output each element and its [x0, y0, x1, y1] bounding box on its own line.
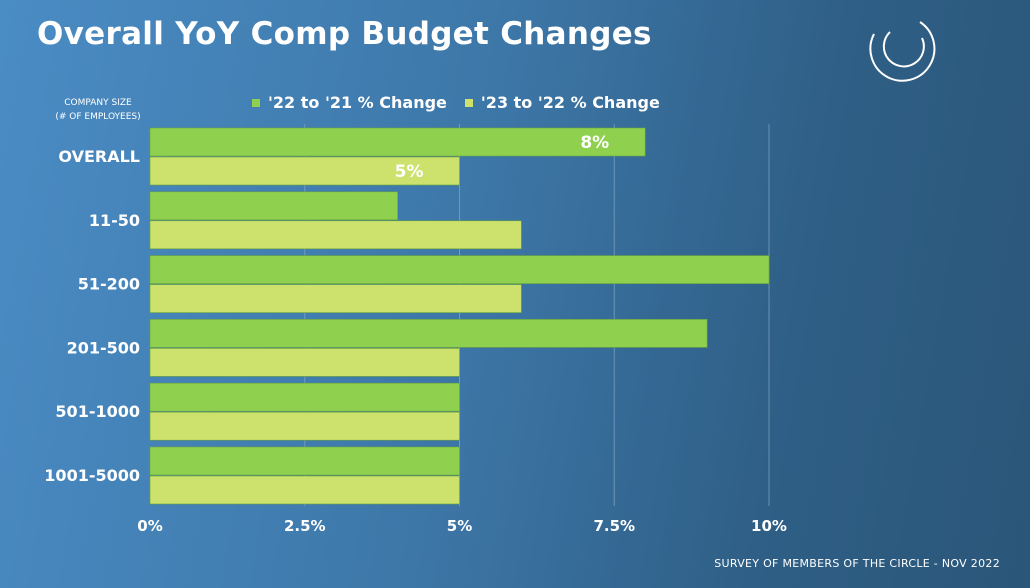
- bar-201-500-series2: [150, 348, 460, 376]
- x-tick-label-1: 2.5%: [284, 517, 326, 535]
- x-tick-label-4: 10%: [751, 517, 787, 535]
- bar-1001-5000-series2: [150, 476, 460, 504]
- bar-overall-series1: [150, 128, 645, 156]
- x-tick-label-0: 0%: [137, 517, 162, 535]
- category-label-51-200: 51-200: [78, 275, 140, 294]
- source-note: SURVEY OF MEMBERS OF THE CIRCLE - NOV 20…: [714, 557, 1000, 570]
- bar-501-1000-series1: [150, 383, 460, 411]
- bar-201-500-series1: [150, 319, 707, 347]
- bar-51-200-series2: [150, 285, 521, 313]
- data-label-overall-series1: 8%: [580, 133, 609, 153]
- bar-1001-5000-series1: [150, 447, 460, 475]
- bar-11-50-series1: [150, 192, 398, 220]
- category-label-overall: OVERALL: [58, 147, 140, 166]
- category-label-11-50: 11-50: [89, 211, 140, 230]
- category-label-1001-5000: 1001-5000: [44, 466, 140, 485]
- bar-11-50-series2: [150, 221, 521, 249]
- x-tick-label-2: 5%: [447, 517, 472, 535]
- category-label-501-1000: 501-1000: [55, 402, 140, 421]
- data-label-overall-series2: 5%: [395, 162, 424, 182]
- bar-51-200-series1: [150, 256, 769, 284]
- bar-chart: 8% 5% OVERALL 11-50 51-200 201-500 501-1000 100…: [0, 0, 1030, 588]
- x-tick-label-3: 7.5%: [593, 517, 635, 535]
- bar-501-1000-series2: [150, 412, 460, 440]
- category-label-201-500: 201-500: [67, 338, 140, 357]
